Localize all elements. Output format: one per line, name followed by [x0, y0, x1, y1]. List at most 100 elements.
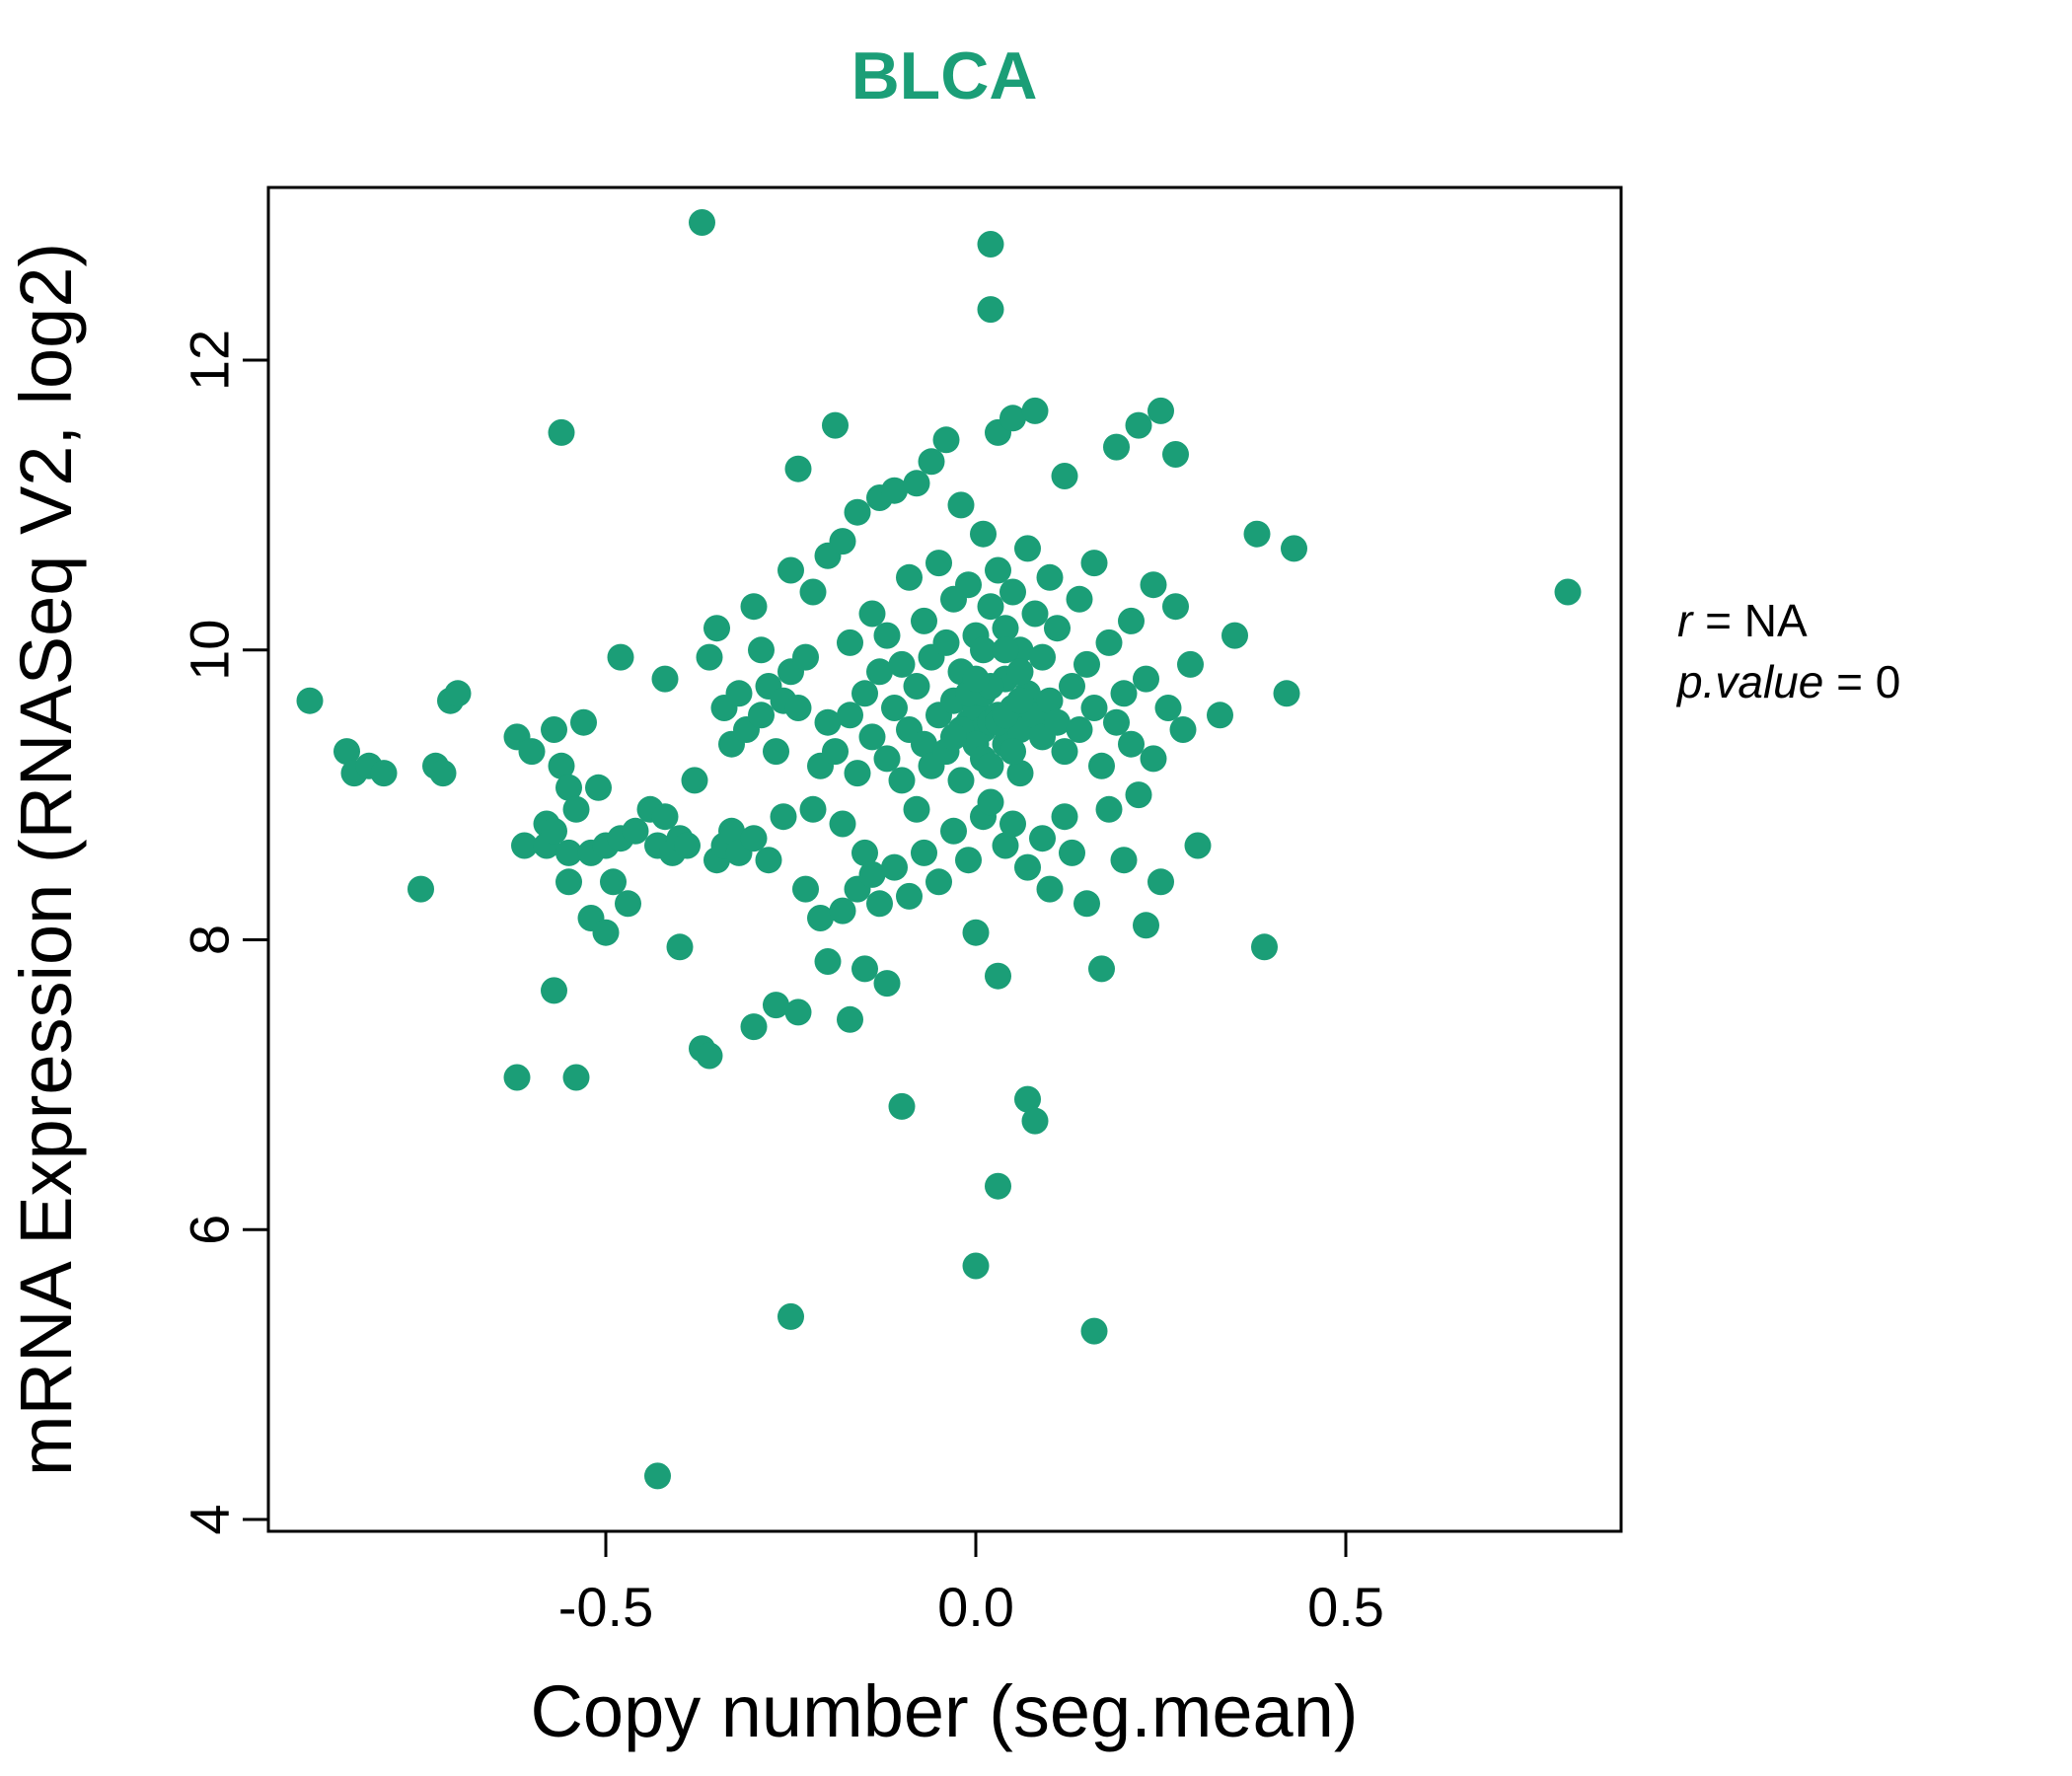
- data-point: [600, 868, 627, 896]
- y-axis-ticks: 4 6 8 10 12: [179, 330, 268, 1535]
- data-point: [1029, 643, 1056, 671]
- data-point: [763, 992, 789, 1019]
- data-point: [940, 817, 967, 845]
- data-point: [873, 745, 901, 773]
- data-point: [1059, 673, 1085, 700]
- data-point: [881, 853, 908, 881]
- data-point: [947, 491, 975, 519]
- data-point: [837, 702, 863, 729]
- data-point: [689, 209, 715, 236]
- data-point: [829, 810, 856, 838]
- y-tick-label: 8: [179, 925, 241, 955]
- data-point: [607, 643, 634, 671]
- data-point: [1095, 629, 1123, 656]
- data-point: [896, 882, 923, 910]
- data-point: [1044, 708, 1071, 736]
- data-point: [548, 418, 575, 446]
- data-point: [1036, 563, 1064, 591]
- data-point: [977, 788, 1004, 816]
- data-point: [1118, 730, 1145, 758]
- data-point: [829, 897, 856, 925]
- data-point: [770, 803, 797, 831]
- plot-box: [266, 185, 1623, 1533]
- data-point: [1014, 853, 1041, 881]
- data-point: [555, 868, 582, 896]
- data-point: [985, 556, 1011, 584]
- data-point: [1140, 571, 1167, 599]
- data-point: [666, 933, 694, 961]
- x-axis-ticks: -0.5 0.0 0.5: [558, 1531, 1384, 1638]
- data-point: [777, 556, 804, 584]
- data-point: [881, 477, 908, 504]
- data-point: [1029, 825, 1056, 852]
- data-point: [1154, 695, 1182, 721]
- data-point: [1080, 550, 1108, 577]
- data-point: [748, 636, 775, 664]
- data-point: [763, 738, 789, 766]
- data-point: [674, 832, 701, 859]
- data-point: [844, 760, 871, 787]
- data-point: [992, 636, 1019, 664]
- data-point: [858, 600, 886, 628]
- data-point: [970, 520, 997, 548]
- data-point: [1080, 1317, 1108, 1345]
- data-point: [851, 839, 878, 866]
- data-point: [985, 1172, 1011, 1200]
- y-tick-label: 12: [179, 330, 241, 391]
- data-point: [925, 868, 952, 896]
- data-point: [1014, 1085, 1041, 1113]
- data-point: [748, 702, 775, 729]
- data-point: [932, 629, 960, 656]
- data-point: [837, 629, 863, 656]
- data-point: [1014, 535, 1041, 562]
- data-point: [696, 1042, 723, 1070]
- data-point: [799, 578, 827, 606]
- data-point: [296, 687, 324, 714]
- data-point: [503, 1064, 531, 1091]
- data-point: [615, 890, 641, 918]
- data-point: [1243, 520, 1271, 548]
- x-tick-label: 0.0: [937, 1576, 1014, 1638]
- data-point: [651, 665, 679, 693]
- data-point: [955, 571, 982, 599]
- data-point: [562, 1064, 590, 1091]
- data-point: [962, 1252, 990, 1280]
- annotation-r-var: r: [1677, 595, 1694, 646]
- data-point: [622, 817, 649, 845]
- data-point: [999, 405, 1026, 432]
- data-point: [1006, 658, 1034, 686]
- data-point: [992, 832, 1019, 859]
- data-point: [1021, 600, 1049, 628]
- data-point: [1162, 593, 1189, 621]
- data-point: [1221, 622, 1248, 649]
- data-point: [888, 650, 916, 678]
- data-point: [1554, 578, 1582, 606]
- x-axis-label: Copy number (seg.mean): [530, 1670, 1358, 1752]
- data-point: [333, 738, 360, 766]
- data-point: [1036, 687, 1064, 714]
- data-point: [1177, 650, 1204, 678]
- data-point: [911, 607, 937, 634]
- data-point: [784, 695, 812, 721]
- data-point: [837, 1005, 863, 1033]
- data-point: [985, 962, 1011, 990]
- data-point: [925, 550, 952, 577]
- data-point: [792, 643, 819, 671]
- data-point: [444, 680, 472, 707]
- data-point: [799, 795, 827, 823]
- data-point: [822, 411, 849, 439]
- y-tick-label: 4: [179, 1504, 241, 1534]
- data-point: [740, 825, 768, 852]
- data-point: [592, 919, 620, 946]
- data-point: [784, 455, 812, 482]
- data-point: [696, 643, 723, 671]
- scatter-points: [296, 209, 1582, 1490]
- data-point: [896, 563, 923, 591]
- x-tick-label: 0.5: [1307, 1576, 1384, 1638]
- data-point: [548, 752, 575, 779]
- y-tick-label: 6: [179, 1215, 241, 1245]
- data-point: [1162, 441, 1189, 468]
- data-point: [541, 817, 567, 845]
- data-point: [1133, 912, 1159, 939]
- data-point: [784, 999, 812, 1026]
